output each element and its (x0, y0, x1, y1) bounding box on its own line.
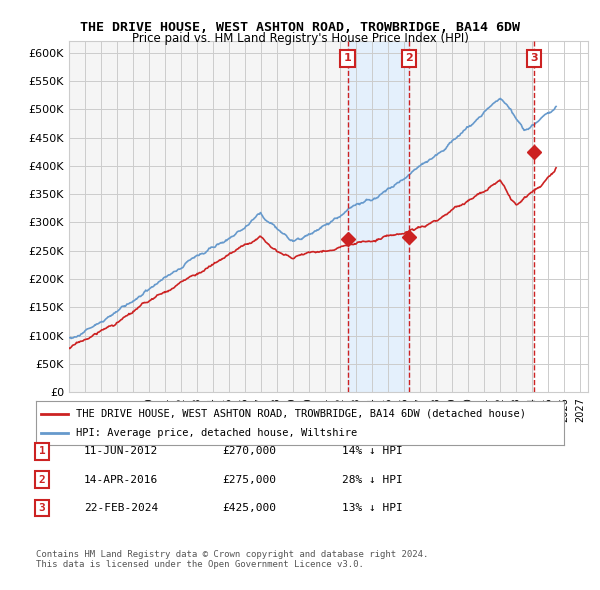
Text: 3: 3 (38, 503, 46, 513)
Text: 1: 1 (38, 447, 46, 456)
Text: 11-JUN-2012: 11-JUN-2012 (84, 447, 158, 456)
Text: 13% ↓ HPI: 13% ↓ HPI (342, 503, 403, 513)
Text: 14% ↓ HPI: 14% ↓ HPI (342, 447, 403, 456)
Text: 1: 1 (344, 53, 352, 63)
Bar (535, 41, 588, 392)
Text: £275,000: £275,000 (222, 475, 276, 484)
Bar (347, 41, 409, 392)
Text: THE DRIVE HOUSE, WEST ASHTON ROAD, TROWBRIDGE, BA14 6DW (detached house): THE DRIVE HOUSE, WEST ASHTON ROAD, TROWB… (76, 409, 526, 418)
Text: 22-FEB-2024: 22-FEB-2024 (84, 503, 158, 513)
Text: Price paid vs. HM Land Registry's House Price Index (HPI): Price paid vs. HM Land Registry's House … (131, 32, 469, 45)
Text: £270,000: £270,000 (222, 447, 276, 456)
Text: £425,000: £425,000 (222, 503, 276, 513)
Text: 14-APR-2016: 14-APR-2016 (84, 475, 158, 484)
Text: 28% ↓ HPI: 28% ↓ HPI (342, 475, 403, 484)
Bar (535, 41, 588, 392)
Text: 3: 3 (530, 53, 538, 63)
Text: THE DRIVE HOUSE, WEST ASHTON ROAD, TROWBRIDGE, BA14 6DW: THE DRIVE HOUSE, WEST ASHTON ROAD, TROWB… (80, 21, 520, 34)
Text: 2: 2 (405, 53, 413, 63)
Text: Contains HM Land Registry data © Crown copyright and database right 2024.
This d: Contains HM Land Registry data © Crown c… (36, 550, 428, 569)
Text: 2: 2 (38, 475, 46, 484)
Text: HPI: Average price, detached house, Wiltshire: HPI: Average price, detached house, Wilt… (76, 428, 357, 438)
